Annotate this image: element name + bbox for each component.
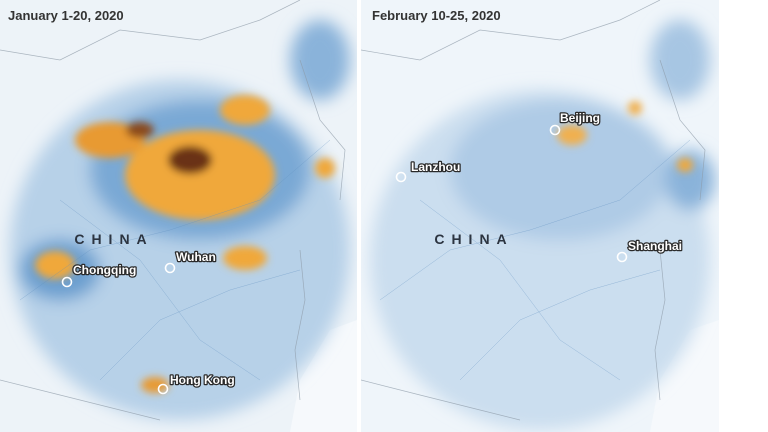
city-marker [164, 262, 176, 274]
city-label: Lanzhou [411, 160, 460, 174]
city-marker [616, 251, 628, 263]
city-marker [549, 124, 561, 136]
city-marker [61, 276, 73, 288]
city-marker [395, 171, 407, 183]
city-label: Wuhan [176, 250, 216, 264]
right-map [361, 0, 719, 432]
panel-title: January 1-20, 2020 [8, 8, 124, 23]
country-label: CHINA [434, 231, 513, 247]
city-label: Hong Kong [170, 373, 235, 387]
city-marker [157, 383, 169, 395]
city-label: Beijing [560, 111, 600, 125]
left-map [0, 0, 357, 432]
panel-title: February 10-25, 2020 [372, 8, 501, 23]
city-label: Shanghai [628, 239, 682, 253]
country-label: CHINA [74, 231, 153, 247]
city-label: Chongqing [73, 263, 136, 277]
